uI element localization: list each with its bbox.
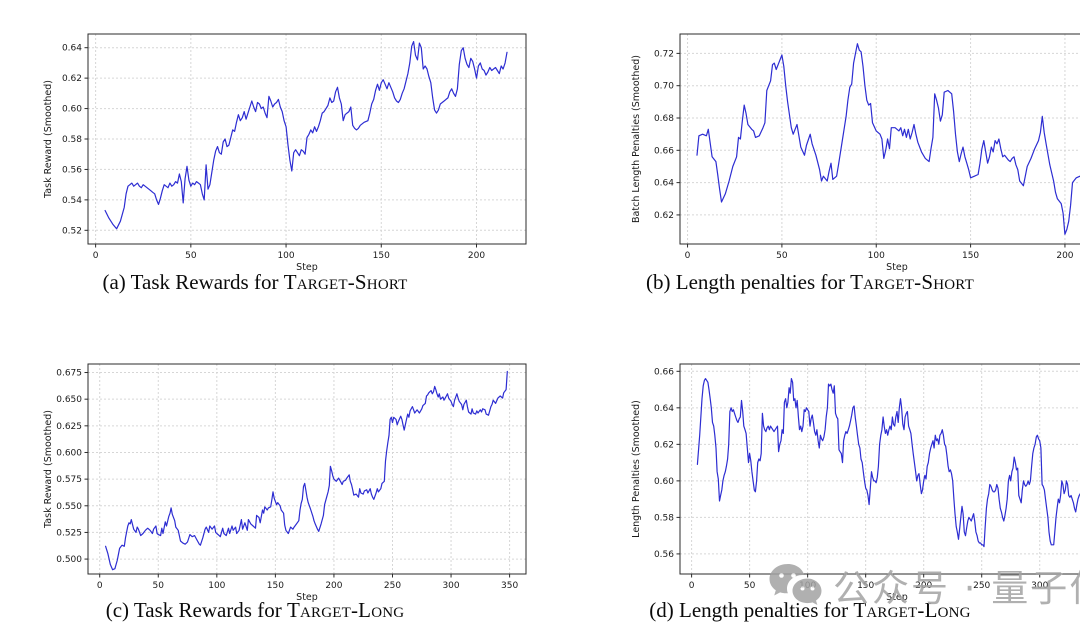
caption-b: (b) Length penalties for Target-Short — [560, 268, 1060, 296]
x-tick-label: 300 — [442, 581, 459, 591]
x-tick-label: 0 — [689, 581, 695, 591]
plot-border — [679, 33, 1080, 245]
x-axis-label: Step — [296, 592, 318, 603]
y-tick-label: 0.64 — [654, 404, 674, 414]
y-tick-label: 0.60 — [62, 105, 82, 115]
x-axis-label: Step — [886, 592, 908, 603]
caption-b-text: (b) Length penalties for — [646, 270, 851, 294]
y-tick-label: 0.62 — [654, 211, 674, 221]
y-tick-label: 0.600 — [56, 448, 82, 458]
y-tick-label: 0.58 — [62, 135, 82, 145]
y-tick-label: 0.52 — [62, 226, 82, 236]
y-tick-label: 0.56 — [62, 165, 82, 175]
y-tick-label: 0.72 — [654, 49, 674, 59]
caption-c-smallcaps: Target-Long — [286, 598, 405, 622]
y-axis-label: Task Reward (Smoothed) — [43, 410, 54, 529]
caption-a-text: (a) Task Rewards for — [102, 270, 284, 294]
y-tick-label: 0.625 — [56, 422, 82, 432]
x-tick-label: 150 — [373, 251, 390, 261]
x-tick-label: 250 — [384, 581, 401, 591]
figure-task-rewards-long: 0 50 100 150 200 250 300 350 0.500 0.525 0.550 0.57… — [40, 352, 540, 604]
y-tick-label: 0.525 — [56, 528, 82, 538]
x-tick-label: 50 — [744, 581, 756, 591]
figure-length-penalties-short: 0 50 100 150 200 0.62 0.64 0.66 0.68 0.70 0.72 Step… — [628, 22, 1080, 274]
x-tick-label: 100 — [868, 251, 885, 261]
y-tick-label: 0.66 — [654, 367, 674, 377]
x-tick-label: 200 — [325, 581, 342, 591]
x-tick-label: 50 — [776, 251, 788, 261]
data-line-length-penalty-target-long — [696, 378, 1080, 548]
x-tick-label: 200 — [468, 251, 485, 261]
data-line-task-reward-target-short — [104, 41, 508, 230]
x-tick-label: 50 — [185, 251, 197, 261]
y-axis-label: Task Reward (Smoothed) — [43, 80, 54, 199]
y-axis-label: Batch Length Penalties (Smoothed) — [631, 55, 642, 223]
y-tick-label: 0.60 — [654, 477, 674, 487]
y-tick-label: 0.64 — [654, 179, 674, 189]
x-axis-label: Step — [886, 262, 908, 273]
plot-border — [87, 363, 527, 575]
data-line-length-penalty-target-short — [696, 43, 1080, 235]
caption-c-text: (c) Task Rewards for — [105, 598, 287, 622]
y-tick-label: 0.66 — [654, 146, 674, 156]
y-tick-label: 0.68 — [654, 114, 674, 124]
y-tick-label: 0.56 — [654, 550, 674, 560]
x-tick-label: 300 — [1031, 581, 1048, 591]
y-tick-label: 0.62 — [62, 74, 82, 84]
x-tick-label: 0 — [685, 251, 691, 261]
watermark: 公众号 · 量子位 — [768, 558, 1080, 612]
x-tick-label: 0 — [93, 251, 99, 261]
caption-b-smallcaps: Target-Short — [850, 270, 974, 294]
x-tick-label: 350 — [501, 581, 518, 591]
y-tick-label: 0.575 — [56, 475, 82, 485]
figure-task-rewards-short: 0 50 100 150 200 0.52 0.54 0.56 0.58 0.60 0.62 0.64… — [40, 22, 540, 274]
chart-length-penalties-long: 0501001502002503003500.560.580.600.620.6… — [631, 363, 1080, 603]
watermark-text: 公众号 · 量子位 — [833, 567, 1080, 610]
y-tick-label: 0.675 — [56, 369, 82, 379]
x-tick-label: 250 — [973, 581, 990, 591]
x-tick-label: 100 — [208, 581, 225, 591]
chart-task-rewards-long: 0 50 100 150 200 250 300 350 0.500 0.525 0.550 0.57… — [43, 363, 527, 603]
data-line-task-reward-target-long — [104, 370, 508, 571]
y-tick-label: 0.550 — [56, 502, 82, 512]
x-tick-label: 150 — [962, 251, 979, 261]
caption-d-smallcaps: Target-Long — [853, 598, 971, 622]
x-tick-label: 150 — [857, 581, 874, 591]
y-tick-label: 0.650 — [56, 395, 82, 405]
caption-a: (a) Task Rewards for Target-Short — [0, 268, 510, 296]
wechat-icon — [769, 564, 822, 605]
y-tick-label: 0.500 — [56, 555, 82, 565]
chart-length-penalties-short: 0 50 100 150 200 0.62 0.64 0.66 0.68 0.70 0.72 Step… — [631, 33, 1080, 273]
y-axis-label: Length Penalties (Smoothed) — [631, 400, 642, 538]
y-tick-label: 0.64 — [62, 44, 82, 54]
y-tick-label: 0.62 — [654, 440, 674, 450]
x-tick-label: 200 — [1056, 251, 1073, 261]
y-tick-label: 0.70 — [654, 82, 674, 92]
y-tick-label: 0.58 — [654, 513, 674, 523]
x-tick-label: 0 — [97, 581, 103, 591]
x-axis-label: Step — [296, 262, 318, 273]
x-tick-label: 150 — [267, 581, 284, 591]
y-tick-label: 0.54 — [62, 196, 82, 206]
caption-c: (c) Task Rewards for Target-Long — [0, 596, 510, 624]
caption-a-smallcaps: Target-Short — [283, 270, 408, 294]
x-tick-label: 100 — [277, 251, 294, 261]
figure-length-penalties-long: 0501001502002503003500.560.580.600.620.6… — [628, 352, 1080, 604]
x-tick-label: 50 — [153, 581, 165, 591]
plot-border — [679, 363, 1080, 575]
x-tick-label: 200 — [915, 581, 932, 591]
chart-task-rewards-short: 0 50 100 150 200 0.52 0.54 0.56 0.58 0.60 0.62 0.64… — [43, 33, 527, 273]
